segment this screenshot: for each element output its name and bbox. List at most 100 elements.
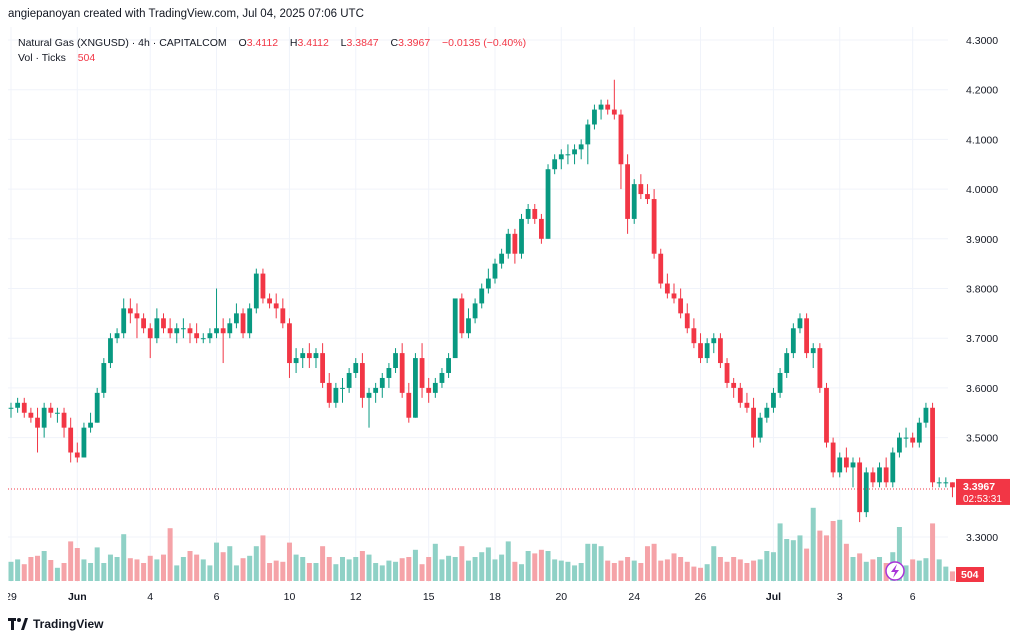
volume-bar xyxy=(326,557,332,581)
candle-body xyxy=(804,318,809,354)
y-tick-label: 3.8000 xyxy=(966,284,998,296)
tradingview-footer[interactable]: TradingView xyxy=(8,617,103,631)
candle-body xyxy=(950,482,955,488)
volume-bar xyxy=(81,559,87,581)
candle xyxy=(830,437,836,478)
candle xyxy=(326,372,332,408)
candle xyxy=(333,382,339,408)
candle-body xyxy=(863,472,869,513)
volume-bar xyxy=(160,554,166,581)
chart-legend: Natural Gas (XNGUSD) · 4h · CAPITALCOM O… xyxy=(18,36,526,66)
volume-bar xyxy=(505,541,511,581)
candle-body xyxy=(552,159,558,170)
candle-body xyxy=(771,392,776,408)
candle xyxy=(698,333,703,364)
candle-body xyxy=(877,467,882,483)
volume-bar xyxy=(671,553,677,581)
candle xyxy=(817,343,823,393)
candle xyxy=(459,293,465,339)
volume-bar xyxy=(114,557,120,581)
x-tick-label: 24 xyxy=(628,591,640,603)
candle xyxy=(883,457,889,488)
candle xyxy=(293,348,299,373)
volume-bar xyxy=(121,534,127,581)
legend-symbol[interactable]: Natural Gas (XNGUSD) · 4h · CAPITALCOM xyxy=(18,37,227,49)
candle xyxy=(539,213,544,244)
candle-body xyxy=(558,154,564,160)
candle-body xyxy=(187,328,193,334)
candle-body xyxy=(121,308,127,334)
volume-bar xyxy=(949,571,955,581)
candle-body xyxy=(74,452,80,458)
candle xyxy=(950,482,955,498)
volume-bar xyxy=(658,560,664,581)
candle xyxy=(313,348,319,369)
candle xyxy=(406,382,412,423)
candle xyxy=(393,348,398,373)
volume-bar xyxy=(877,557,883,581)
volume-bar xyxy=(406,557,412,581)
candle-body xyxy=(134,313,140,319)
candle-body xyxy=(399,353,405,393)
candle xyxy=(585,119,591,165)
candle-body xyxy=(505,233,511,254)
volume-bar xyxy=(174,565,180,581)
candle-body xyxy=(386,368,392,378)
volume-bar xyxy=(850,557,856,581)
volume-bar xyxy=(843,543,849,581)
volume-bar xyxy=(790,540,796,581)
volume-bar xyxy=(465,560,471,581)
candle xyxy=(645,184,650,205)
candle-body xyxy=(214,328,219,334)
legend-volume-value: 504 xyxy=(77,52,96,64)
candle xyxy=(466,308,471,339)
volume-bar xyxy=(141,563,147,581)
volume-bar xyxy=(525,551,531,581)
candle xyxy=(843,447,849,473)
volume-bar xyxy=(532,553,538,581)
candle xyxy=(704,338,710,364)
volume-bar xyxy=(293,554,299,581)
candle xyxy=(784,348,790,378)
candle xyxy=(545,164,551,239)
volume-bar xyxy=(512,561,518,581)
candle xyxy=(446,353,451,378)
y-tick-label: 3.3000 xyxy=(966,532,998,544)
candle xyxy=(658,248,664,289)
volume-bar xyxy=(127,558,133,581)
candle xyxy=(618,109,624,190)
candle-body xyxy=(784,353,790,373)
candle xyxy=(757,412,763,443)
volume-bar xyxy=(359,551,365,581)
volume-bar xyxy=(313,563,319,581)
candle xyxy=(379,372,385,398)
go-to-realtime-button[interactable] xyxy=(885,561,905,581)
volume-bar xyxy=(386,560,392,581)
candle-body xyxy=(68,427,74,453)
candle-body xyxy=(141,318,146,329)
x-axis: 29 Jun 4 6 10 12 15 18 20 24 26 Jul 3 6 xyxy=(8,591,916,603)
volume-bar xyxy=(393,561,399,581)
candle-body xyxy=(227,323,233,334)
candle xyxy=(499,248,505,269)
candle xyxy=(572,144,577,165)
legend-volume-label[interactable]: Vol · Ticks xyxy=(18,52,66,64)
candle-body xyxy=(731,382,737,388)
x-tick-label: 20 xyxy=(555,591,567,603)
candle xyxy=(167,318,173,339)
candle xyxy=(260,268,266,304)
volume-bar xyxy=(605,560,611,581)
candle xyxy=(180,318,186,339)
legend-close-label: C xyxy=(390,37,399,49)
candle-body xyxy=(127,308,133,314)
candle-body xyxy=(824,387,829,443)
candle xyxy=(777,368,783,398)
volume-bar xyxy=(638,563,644,581)
candle-body xyxy=(359,363,365,398)
volume-bar xyxy=(28,557,34,581)
candle-body xyxy=(234,313,239,324)
candle-body xyxy=(108,338,113,364)
candle-body xyxy=(943,482,949,484)
candle xyxy=(340,377,345,403)
volume-bar xyxy=(340,557,345,581)
